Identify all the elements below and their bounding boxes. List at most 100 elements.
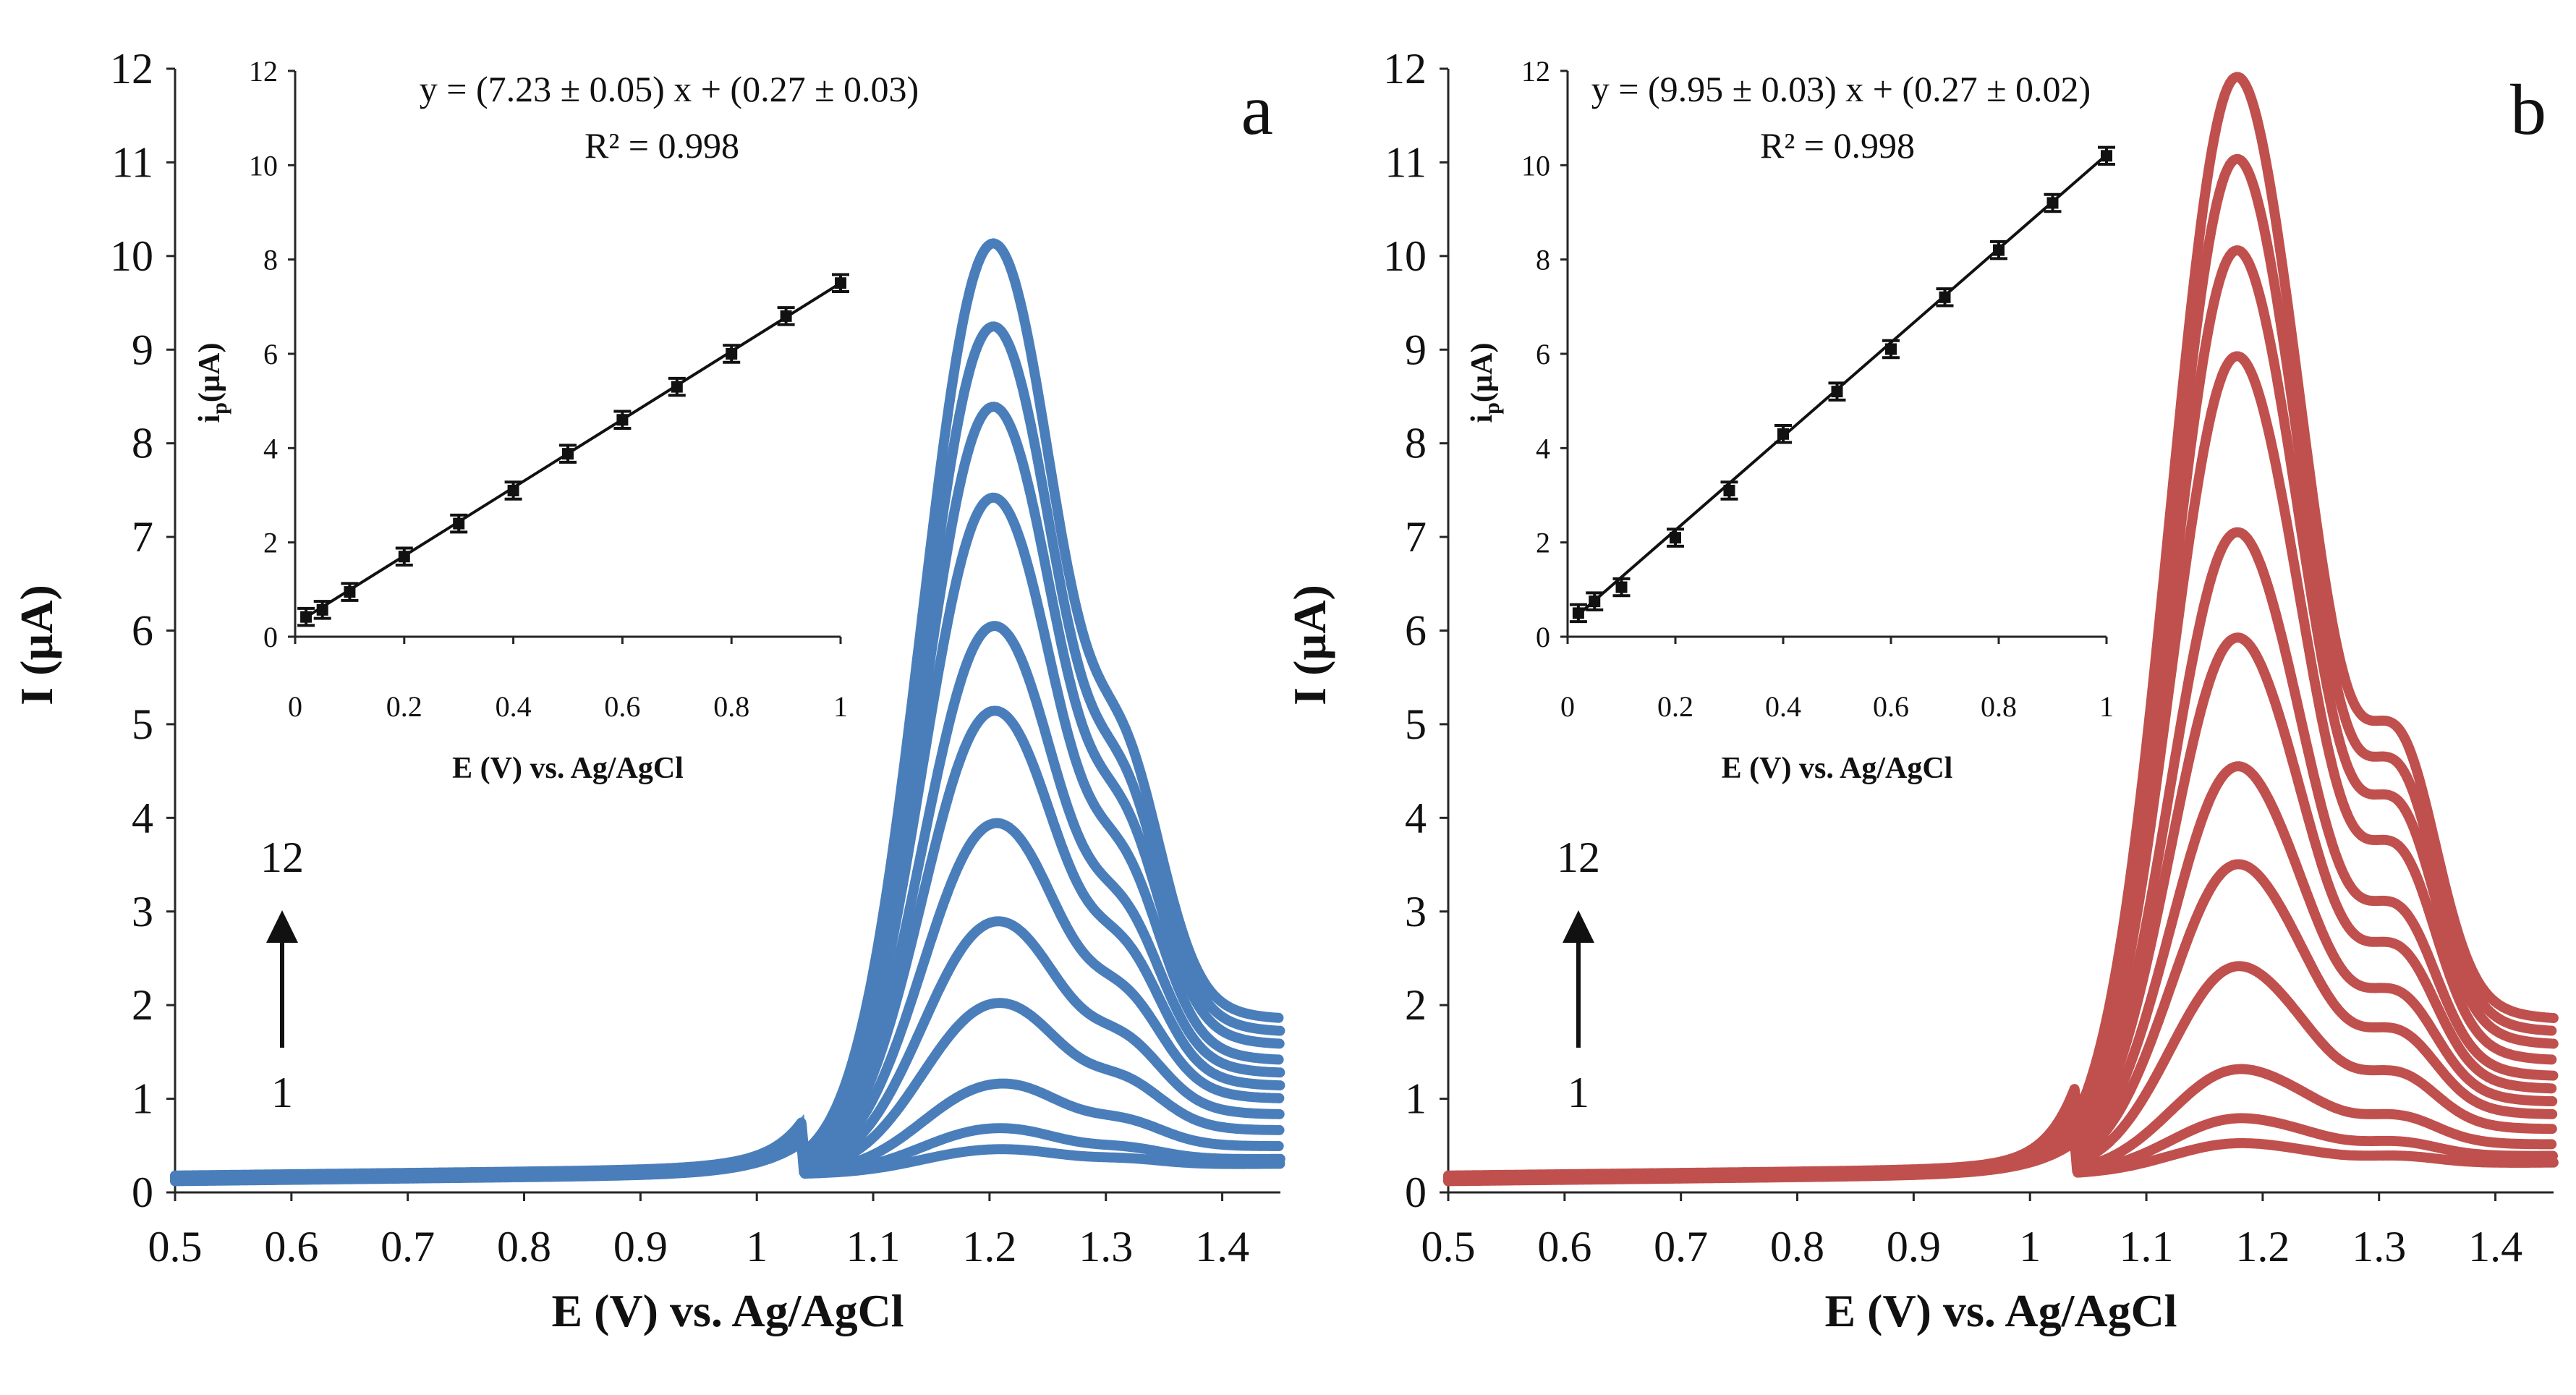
main-x-tick-label: 0.8 [497,1223,551,1271]
main-x-tick-label: 1 [746,1223,768,1271]
inset-data-point [1589,595,1601,608]
main-y-tick-label: 1 [132,1075,153,1123]
inset-y-tick-label: 4 [1536,432,1550,465]
inset-y-title-main: i [1466,414,1499,423]
inset-x-tick-label: 1 [833,690,848,723]
inset-x-tick-label: 0 [288,690,302,723]
main-x-tick-label: 0.7 [381,1223,435,1271]
series-core-6 [175,820,1281,1182]
inset-data-point [453,517,465,530]
main-x-tick-label: 0.7 [1654,1223,1708,1271]
inset-y-axis-title: ip(µA) [193,343,231,423]
inset-x-axis-title: E (V) vs. Ag/AgCl [1722,752,1953,785]
inset-data-point [616,414,629,426]
main-y-tick-label: 7 [1405,513,1427,561]
inset-data-point [835,277,846,289]
inset-x-tick-label: 0.4 [1765,690,1801,723]
main-y-tick-label: 12 [1383,45,1427,93]
inset-data-point [1993,244,2005,256]
inset-b: 0 2 4 6 8 10 12 0 0.2 0.4 0.6 0.8 1 E (V) vs. Ag/AgCl… [1452,51,2128,785]
inset-data-point [1670,532,1681,544]
inset-data-point [2046,197,2059,209]
main-y-tick-label: 1 [1405,1075,1427,1123]
inset-a: 0 2 4 6 8 10 12 0 0.2 0.4 0.6 0.8 1 E (V) vs. Ag/AgCl… [179,51,919,785]
panel-letter: a [1241,69,1273,150]
main-y-tick-label: 11 [1385,138,1427,186]
inset-x-tick-label: 0.2 [1657,690,1693,723]
inset-data-point [344,586,356,598]
inset-data-point [1831,386,1843,398]
main-y-tick-label: 0 [132,1169,153,1216]
main-x-tick-label: 1.2 [2235,1223,2290,1271]
main-y-tick-label: 10 [1383,232,1427,280]
main-x-tick-label: 0.5 [148,1223,203,1271]
main-x-tick-label: 0.6 [264,1223,318,1271]
arrow-head [1563,910,1594,943]
series-core-5 [1448,860,2554,1183]
main-y-tick-label: 11 [111,138,153,186]
arrow-end-label: 12 [1557,834,1600,881]
main-x-tick-label: 0.9 [613,1223,668,1271]
inset-y-title-main: i [193,414,226,423]
series-line-5 [1443,859,2559,1184]
main-y-tick-label: 4 [132,794,153,841]
inset-y-tick-label: 2 [263,527,278,559]
inset-y-tick-label: 12 [1521,55,1550,88]
main-y-tick-label: 6 [1405,607,1427,655]
inset-x-tick-label: 0 [1560,690,1575,723]
arrow-end-label: 12 [260,834,304,881]
main-y-tick-label: 9 [132,326,153,373]
panel-letter: b [2510,69,2546,150]
inset-y-title-unit: (µA) [1466,343,1499,403]
inset-data-point [1777,428,1789,440]
main-x-tick-label: 1.1 [846,1223,901,1271]
inset-data-point [507,484,519,496]
inset-y-tick-label: 4 [263,432,278,465]
inset-data-point [726,348,738,360]
main-x-tick-label: 0.6 [1537,1223,1591,1271]
inset-y-tick-label: 10 [1521,149,1550,182]
inset-data-point [562,448,574,460]
main-x-tick-label: 0.5 [1421,1223,1476,1271]
inset-x-axis-title: E (V) vs. Ag/AgCl [452,752,684,785]
main-x-axis-title: E (V) vs. Ag/AgCl [551,1285,904,1336]
inset-y-tick-label: 0 [1536,621,1550,653]
inset-fit-line [1577,153,2108,616]
inset-x-tick-label: 0.8 [1981,690,2017,723]
inset-data-point [1939,291,1951,303]
series-core-4 [1448,962,2554,1183]
inset-y-tick-label: 6 [1536,338,1550,370]
main-y-tick-label: 8 [1405,420,1427,467]
main-y-tick-label: 0 [1405,1169,1427,1216]
main-y-tick-label: 9 [1405,326,1427,373]
inset-x-tick-label: 0.4 [496,690,532,723]
inset-y-title-sub: p [208,402,231,415]
main-x-tick-label: 1.1 [2120,1223,2174,1271]
main-x-tick-label: 1.3 [1079,1223,1133,1271]
inset-background [179,51,862,781]
inset-equation: y = (7.23 ± 0.05) x + (0.27 ± 0.03) [420,69,919,109]
inset-r-squared: R² = 0.998 [585,125,739,166]
main-y-tick-label: 4 [1405,794,1427,841]
inset-y-axis-title: ip(µA) [1466,343,1504,423]
inset-data-point [671,381,683,393]
main-x-axis-title: E (V) vs. Ag/AgCl [1824,1285,2177,1336]
arrow-start-label: 1 [1568,1069,1589,1116]
main-x-tick-label: 0.9 [1887,1223,1941,1271]
main-y-tick-label: 2 [1405,981,1427,1029]
inset-r-squared: R² = 0.998 [1760,125,1915,166]
main-x-tick-label: 1 [2019,1223,2041,1271]
inset-x-tick-label: 0.6 [1873,690,1909,723]
inset-data-point [1723,484,1735,496]
main-x-tick-label: 1.4 [2468,1223,2522,1271]
main-y-tick-label: 8 [132,420,153,467]
main-x-tick-label: 0.8 [1770,1223,1824,1271]
series-core-12 [1448,73,2554,1179]
series-line-6 [170,818,1285,1184]
inset-x-tick-label: 1 [2099,690,2114,723]
main-y-tick-label: 2 [132,981,153,1029]
